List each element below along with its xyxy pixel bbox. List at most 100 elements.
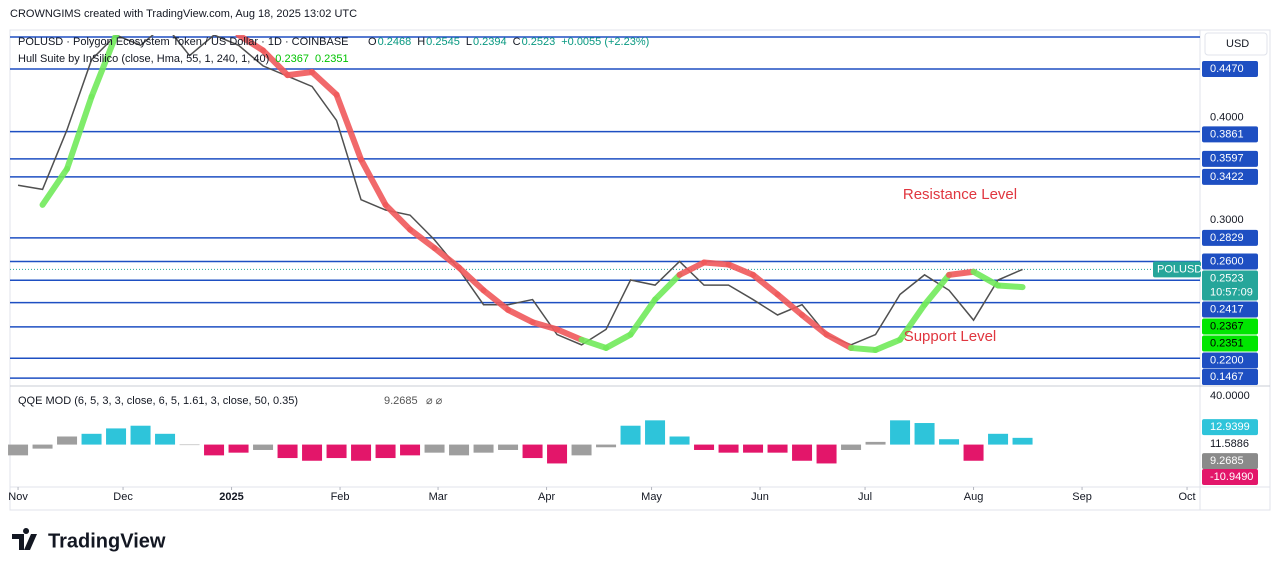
hull-segment (872, 336, 904, 353)
hull-segment (848, 344, 879, 353)
hull-segment (480, 287, 512, 313)
hull-segment (921, 271, 953, 308)
hull-segment (799, 312, 830, 338)
axis-label: 0.2417 (1210, 303, 1244, 315)
hull-segment (823, 331, 855, 351)
x-tick-label: Oct (1178, 491, 1195, 503)
axis-label-bg (1202, 318, 1258, 335)
hull-segment (382, 201, 414, 233)
axis-label-bg (1202, 60, 1258, 77)
axis-label-bg (1202, 126, 1258, 143)
hull-segment (750, 271, 781, 298)
qqe-bar (620, 425, 641, 445)
hull-segment (554, 326, 585, 343)
axis-label-bg (1202, 229, 1258, 246)
credit: CROWNGIMS created with TradingView.com, … (10, 8, 357, 20)
hull-segment (505, 306, 536, 326)
qqe-bar (841, 444, 862, 450)
x-tick-label: Nov (8, 491, 28, 503)
qqe-bar (669, 436, 690, 445)
hull-segment (431, 245, 463, 271)
hull-segment (578, 336, 610, 351)
axis-label: 0.2351 (1210, 337, 1244, 349)
qqe-bar (81, 433, 102, 445)
qqe-bar (988, 433, 1009, 445)
hull-segment (897, 301, 928, 343)
ohlc-value: 0.2545 (426, 36, 460, 48)
axis-label: 0.3422 (1210, 171, 1244, 183)
qqe-bar (400, 444, 421, 456)
axis-label: 0.2367 (1210, 320, 1244, 332)
hull-segment (995, 282, 1026, 291)
qqe-icons: ⌀ ⌀ (426, 395, 443, 407)
brand: TradingView (12, 528, 166, 552)
qqe-bar (1012, 437, 1033, 445)
axis-label: 0.3000 (1210, 214, 1244, 226)
symbol: POLUSD · Polygon Ecosystem Token / US Do… (18, 36, 349, 48)
qqe-bar (792, 444, 813, 461)
price-line (17, 35, 1023, 346)
annotation: Resistance Level (903, 186, 1017, 203)
axis-label: 12.9399 (1210, 421, 1250, 433)
qqe-bar (645, 420, 666, 445)
x-tick-label: Apr (538, 491, 555, 503)
qqe-bar (767, 444, 788, 453)
hull-segment (676, 259, 708, 278)
countdown: 10:57:09 (1210, 286, 1253, 298)
hull-segment (652, 271, 683, 303)
qqe-bar (547, 444, 568, 464)
axis-label: 0.2829 (1210, 232, 1244, 244)
qqe-bar (179, 444, 200, 446)
axis-label: 0.4470 (1210, 63, 1244, 75)
qqe-bar (424, 444, 445, 453)
qqe-bar (596, 444, 617, 448)
x-tick-label: May (641, 491, 662, 503)
axis-label-bg (1202, 150, 1258, 167)
legend: POLUSD · Polygon Ecosystem Token / US Do… (18, 36, 443, 407)
ohlc-key: L (466, 36, 472, 48)
axis-label: 0.2200 (1210, 354, 1244, 366)
qqe-bar (8, 444, 29, 456)
qqe-bar (351, 444, 372, 461)
brand-name: TradingView (48, 530, 166, 552)
x-tick-label: 2025 (219, 491, 243, 503)
frame (9, 29, 1271, 511)
axis-label-bg (1202, 168, 1258, 185)
hull-segment (627, 296, 659, 338)
qqe-bar (253, 444, 274, 450)
qqe-bar (816, 444, 837, 464)
currency: USD (1226, 38, 1249, 50)
axis-label: 0.2523 (1210, 272, 1244, 284)
change: +0.0055 (+2.23%) (561, 36, 649, 48)
qqe-bar (106, 428, 127, 445)
indicator-name: Hull Suite by InSilico (close, Hma, 55, … (18, 53, 269, 65)
x-tick-label: Feb (331, 491, 350, 503)
ohlc-value: 0.2468 (378, 36, 412, 48)
axis-label-bg (1202, 369, 1258, 385)
x-tick-label: Jun (751, 491, 769, 503)
hull-segment (260, 47, 291, 79)
qqe-bar (449, 444, 470, 456)
qqe-bar (302, 444, 323, 461)
axis-label-bg (1202, 335, 1258, 352)
axis-label-bg (1202, 352, 1258, 369)
axis-label-bg (1202, 253, 1258, 270)
axis-label-bg (1202, 453, 1258, 470)
qqe-bar (743, 444, 764, 453)
qqe-bar (571, 444, 592, 456)
x-tick-label: Aug (964, 491, 984, 503)
axis-label: -10.9490 (1210, 471, 1253, 483)
hull-segment (358, 156, 389, 208)
qqe-bar (130, 425, 151, 445)
qqe-title: QQE MOD (6, 5, 3, 3, close, 6, 5, 1.61, … (18, 395, 298, 407)
qqe-bar (473, 444, 494, 453)
axis-label: 0.3597 (1210, 153, 1244, 165)
hull-segment (333, 91, 365, 163)
currency-box[interactable] (1204, 32, 1268, 56)
symbol-tag-bg (1153, 261, 1201, 278)
axis-label-bg (1202, 301, 1258, 318)
qqe-bar (375, 444, 396, 459)
qqe-bar (204, 444, 225, 456)
hull-segment (456, 264, 487, 294)
